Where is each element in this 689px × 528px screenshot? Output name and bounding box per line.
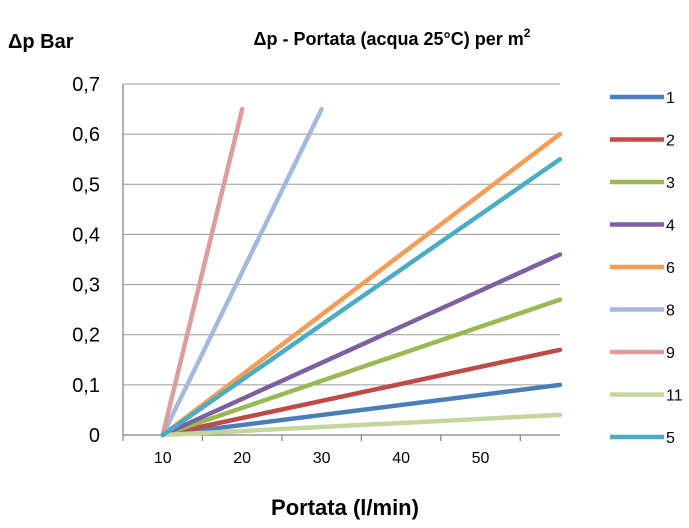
series-line-4	[160, 252, 563, 438]
series-line-3	[160, 297, 563, 438]
y-tick-label: 0	[89, 425, 100, 447]
x-tick-label: 10	[154, 450, 172, 467]
series-line-6	[160, 131, 563, 438]
y-tick-label: 0,3	[72, 275, 100, 297]
legend-label-11: 11	[666, 388, 683, 405]
series-line-1	[160, 382, 563, 438]
gridlines	[123, 83, 560, 386]
legend-label-1: 1	[666, 90, 675, 107]
y-tick-label: 0,4	[72, 224, 100, 246]
x-tick-label: 20	[233, 450, 251, 467]
x-tick-label: 30	[313, 450, 331, 467]
legend-label-8: 8	[666, 303, 675, 320]
series-line-11	[160, 412, 563, 438]
legend-label-4: 4	[666, 218, 675, 235]
x-axis-title: Portata (l/min)	[271, 495, 419, 520]
y-tick-label: 0,5	[72, 174, 100, 196]
legend-label-2: 2	[666, 133, 675, 150]
y-tick-label: 0,1	[72, 375, 100, 397]
x-tick-label: 40	[392, 450, 410, 467]
y-tick-label: 0,2	[72, 325, 100, 347]
series-line-5	[160, 156, 563, 438]
legend-label-6: 6	[666, 260, 675, 277]
series-line-9	[160, 106, 245, 438]
chart-title: Δp - Portata (acqua 25°C) per m2	[254, 26, 531, 49]
axes: 0 0,1 0,2 0,3 0,4 0,5 0,6 0,7 10 20 30 40 50	[72, 74, 560, 467]
series-lines	[160, 106, 563, 438]
legend-label-9: 9	[666, 345, 675, 362]
y-tick-label: 0,7	[72, 74, 100, 96]
series-line-8	[160, 106, 324, 438]
y-tick-label: 0,6	[72, 124, 100, 146]
x-tick-label: 50	[472, 450, 490, 467]
y-axis-title: Δp Bar	[8, 31, 74, 53]
legend: 1 2 3 4 6 8 9 11 5	[610, 90, 683, 447]
legend-label-3: 3	[666, 175, 675, 192]
chart-title-superscript: 2	[524, 26, 531, 40]
series-line-2	[160, 347, 563, 438]
legend-label-5: 5	[666, 430, 675, 447]
